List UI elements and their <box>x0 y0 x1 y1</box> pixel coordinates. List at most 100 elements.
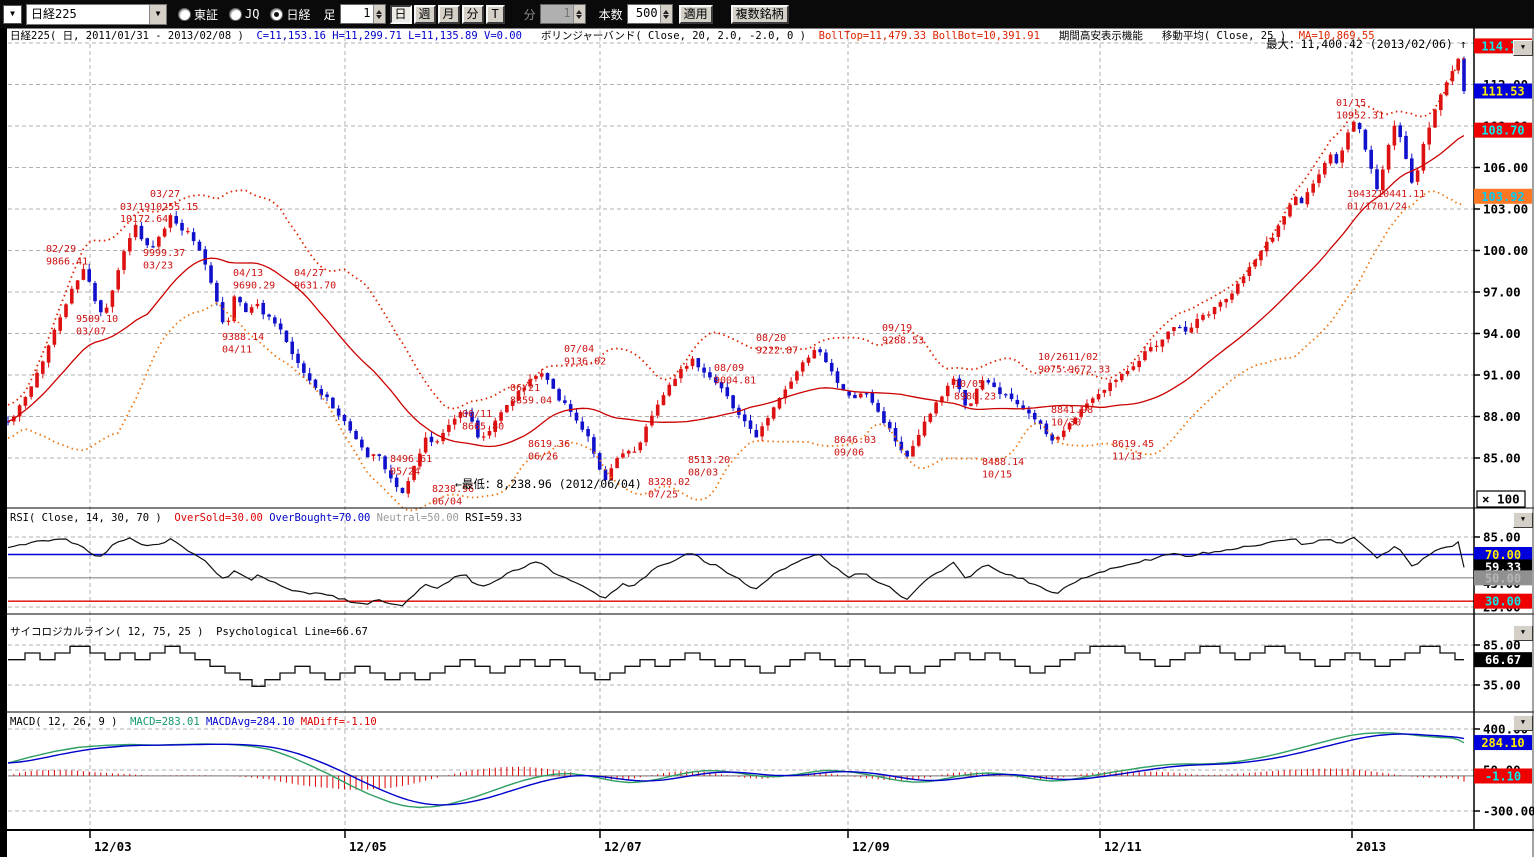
annotation-label: 8238.96 <box>432 484 474 495</box>
annotation-label: 06/11 <box>462 409 492 420</box>
x-axis: 12/03 12/05 12/07 12/09 12/11 2013 <box>89 830 1386 854</box>
period-week-button[interactable]: 週 <box>413 4 436 24</box>
radio-tosho-label: 東証 <box>194 7 219 22</box>
price-badge <box>1474 652 1532 668</box>
legend-segment: Psychological Line=66.67 <box>216 626 368 638</box>
x-axis-label: 12/03 <box>94 839 132 854</box>
radio-circle-icon[interactable] <box>178 7 191 21</box>
legend-segment: MACD( 12, 26, 9 ) <box>10 716 131 728</box>
legend-segment: C=11,153.16 H=11,299.71 L=11,135.89 V=0.… <box>256 30 541 42</box>
reference-lines <box>8 553 1474 777</box>
multi-symbol-button[interactable]: 複数銘柄 <box>730 4 789 24</box>
macd-plot[interactable] <box>8 713 1474 829</box>
price-badge-label: 50.00 <box>1485 571 1521 585</box>
price-badge <box>1474 735 1532 751</box>
axis-tick-label: 85.00 <box>1483 451 1521 466</box>
radio-jq-label: JQ <box>245 7 260 21</box>
annotation-label: 10/30 <box>1051 418 1081 429</box>
symbol-dropdown-icon[interactable]: ▼ <box>149 4 166 24</box>
main-chart-plot[interactable] <box>8 29 1474 508</box>
period-day-button[interactable]: 日 <box>389 4 412 24</box>
psychological-line <box>8 645 1464 687</box>
period-month-button[interactable]: 月 <box>437 4 460 24</box>
legend-segment: MA=10,869.55 <box>1298 30 1375 42</box>
radio-tosho[interactable]: 東証 <box>178 6 218 23</box>
macd-signal-line <box>7 733 1465 806</box>
radio-circle-selected-icon[interactable] <box>270 7 284 21</box>
period-button-group: 日 週 月 分 T <box>389 4 507 24</box>
chevron-down-icon: ▼ <box>1520 628 1526 636</box>
annotation-label: 9004.81 <box>714 376 756 387</box>
price-badge-label: 284.10 <box>1481 736 1524 750</box>
bars-label: 本数 <box>598 7 623 22</box>
toolbar: ▼ 日経225 ▼ 東証 JQ 日経 足 1 日 週 月 分 T 分 <box>0 0 1534 28</box>
stepper-arrows-icon[interactable] <box>659 5 672 23</box>
axis-tick-label: 94.00 <box>1483 326 1521 341</box>
annotation-label: 8328.02 <box>648 477 690 488</box>
bars-stepper[interactable]: 500 <box>626 4 673 24</box>
legend-segment: OverSold=30.00 <box>174 512 270 524</box>
macd-panel-legend: MACD( 12, 26, 9 ) MACD=283.01 MACDAvg=28… <box>10 716 377 729</box>
apply-button[interactable]: 適用 <box>678 4 713 24</box>
legend-segment: MACDAvg=284.10 <box>205 716 301 728</box>
symbol-combobox[interactable]: 日経225 ▼ <box>26 3 167 25</box>
annotation-label: 10172.64 <box>120 214 168 225</box>
annotation-label: 01/15 <box>1336 98 1366 109</box>
period-minute-button[interactable]: 分 <box>461 4 484 24</box>
annotation-label: 09/06 <box>834 448 864 459</box>
annotation-label: 9136.02 <box>564 357 606 368</box>
right-axis-area <box>1475 29 1534 830</box>
axis-tick-label: 100.00 <box>1483 243 1528 258</box>
price-badge-label: 70.00 <box>1485 548 1521 562</box>
interval-stepper[interactable]: 1 <box>339 4 386 24</box>
legend-segment: サイコロジカルライン( 12, 75, 25 ) <box>10 626 217 638</box>
rsi-plot[interactable] <box>8 509 1474 613</box>
chevron-down-icon: ▼ <box>1520 43 1526 51</box>
macd-panel-menu-button[interactable]: ▼ <box>1513 715 1533 731</box>
bollinger-bands <box>7 57 1465 512</box>
multiplier-box <box>1476 490 1526 508</box>
axis-tick-label: 91.00 <box>1483 368 1521 383</box>
annotation-label: 08/09 <box>714 363 744 374</box>
period-tick-button[interactable]: T <box>485 4 505 24</box>
annotation-label: 9999.37 <box>143 248 185 259</box>
legend-segment: MACD=283.01 <box>130 716 206 728</box>
legend-segment: RSI( Close, 14, 30, 70 ) <box>10 512 175 524</box>
candlestick-series <box>6 56 1466 498</box>
price-badge <box>1474 188 1532 204</box>
annotation-label: 8665.80 <box>462 422 504 433</box>
annotation-label: 04/13 <box>233 268 263 279</box>
psych-plot[interactable] <box>8 614 1474 711</box>
axis-tick-label: 103.00 <box>1483 202 1528 217</box>
legend-segment: 移動平均( Close, 25 ) <box>1161 30 1299 42</box>
x-axis-label: 2013 <box>1356 839 1386 854</box>
main-panel-menu-button[interactable]: ▼ <box>1513 40 1533 56</box>
rsi-line <box>7 536 1465 607</box>
psych-panel-menu-button[interactable]: ▼ <box>1513 625 1533 641</box>
annotation-label: 01/1701/24 <box>1347 202 1407 213</box>
chevron-down-icon: ▼ <box>1520 718 1526 726</box>
annotation-label: 06/26 <box>528 452 558 463</box>
radio-nikkei-label: 日経 <box>286 7 311 22</box>
ashi-label: 足 <box>323 7 336 22</box>
price-badge-label: 111.53 <box>1481 85 1524 99</box>
radio-nikkei[interactable]: 日経 <box>270 6 310 23</box>
legend-segment: Neutral=50.00 <box>376 512 466 524</box>
annotation-label: 06/04 <box>432 497 462 508</box>
rsi-panel-menu-button[interactable]: ▼ <box>1513 512 1533 528</box>
stepper-arrows-icon[interactable] <box>372 5 385 23</box>
vertical-gridlines <box>89 30 1353 830</box>
axis-tick-label: 35.00 <box>1483 678 1521 693</box>
radio-jq[interactable]: JQ <box>229 7 259 21</box>
x-axis-label: 12/07 <box>604 839 642 854</box>
chart-menu-dropdown[interactable]: ▼ <box>3 4 22 24</box>
price-badge <box>1474 122 1532 138</box>
annotation-label: 8619.45 <box>1112 439 1154 450</box>
annotation-label: 05/24 <box>390 467 420 478</box>
radio-circle-icon[interactable] <box>229 7 243 21</box>
price-badge-label: -1.10 <box>1485 769 1521 783</box>
